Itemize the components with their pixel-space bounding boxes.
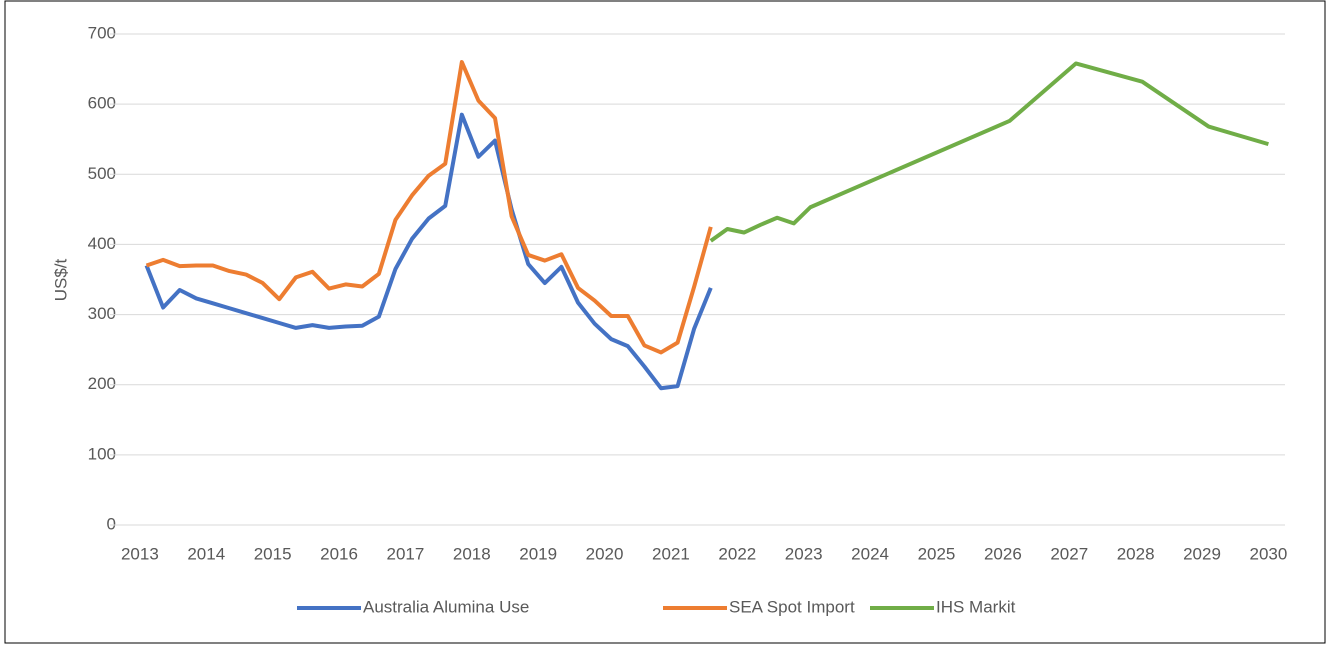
x-tick-label: 2025	[918, 544, 956, 563]
y-tick-label: 200	[88, 374, 116, 393]
legend-label: IHS Markit	[936, 597, 1016, 616]
x-tick-label: 2023	[785, 544, 823, 563]
y-tick-label: 400	[88, 234, 116, 253]
series-line	[144, 112, 713, 391]
y-tick-label: 500	[88, 164, 116, 183]
x-tick-label: 2026	[984, 544, 1022, 563]
x-tick-label: 2027	[1050, 544, 1088, 563]
legend-label: SEA Spot Import	[729, 597, 855, 616]
x-tick-label: 2021	[652, 544, 690, 563]
x-tick-label: 2015	[254, 544, 292, 563]
x-tick-label: 2018	[453, 544, 491, 563]
x-tick-label: 2014	[187, 544, 225, 563]
x-tick-label: 2024	[851, 544, 889, 563]
x-tick-label: 2028	[1117, 544, 1155, 563]
x-tick-label: 2016	[320, 544, 358, 563]
y-tick-label: 300	[88, 304, 116, 323]
chart-frame	[4, 0, 1326, 644]
legend-label: Australia Alumina Use	[363, 597, 529, 616]
y-tick-label: 100	[88, 444, 116, 463]
x-tick-label: 2017	[386, 544, 424, 563]
x-tick-label: 2022	[718, 544, 756, 563]
x-tick-label: 2020	[586, 544, 624, 563]
y-axis-label: US$/t	[51, 258, 70, 301]
series-line	[145, 60, 713, 355]
x-tick-label: 2019	[519, 544, 557, 563]
x-tick-label: 2030	[1249, 544, 1287, 563]
series-line	[709, 61, 1269, 243]
y-tick-label: 0	[107, 514, 116, 533]
x-tick-label: 2029	[1183, 544, 1221, 563]
y-tick-label: 600	[88, 94, 116, 113]
x-tick-label: 2013	[121, 544, 159, 563]
y-tick-label: 700	[88, 23, 116, 42]
